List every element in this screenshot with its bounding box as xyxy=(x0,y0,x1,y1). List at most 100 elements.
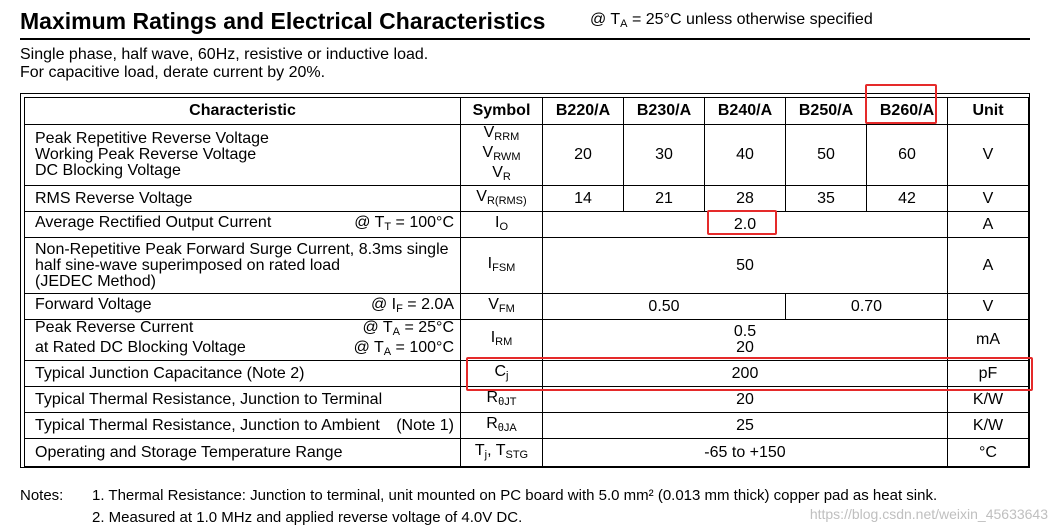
symbol-sub: j xyxy=(484,448,488,461)
row-symbol: Cj xyxy=(460,360,543,387)
header-characteristic: Characteristic xyxy=(24,97,461,125)
value-line: 20 xyxy=(736,339,754,356)
symbol-main: I xyxy=(494,213,500,231)
table-row: Non-Repetitive Peak Forward Surge Curren… xyxy=(24,237,1029,294)
row-unit: K/W xyxy=(947,412,1029,439)
row-symbol: IRM xyxy=(460,319,543,361)
symbol-sub: θJT xyxy=(498,395,517,408)
row-note: (Note 1) xyxy=(396,416,454,434)
row-unit: V xyxy=(947,293,1029,320)
char-line: Working Peak Reverse Voltage xyxy=(35,146,257,163)
cond-sub: A xyxy=(392,326,401,338)
symbol-main: , T xyxy=(487,441,506,459)
symbol-sub: j xyxy=(506,369,509,382)
row-condition: @ IF = 2.0A xyxy=(371,295,454,317)
cond-pre: @ T xyxy=(354,213,385,231)
row-unit: A xyxy=(947,211,1029,238)
highlight-box-current-value xyxy=(707,210,777,235)
row-value: -65 to +150 xyxy=(542,438,948,467)
row-characteristic: Non-Repetitive Peak Forward Surge Curren… xyxy=(24,237,461,294)
header-b240: B240/A xyxy=(704,97,786,125)
notes-label: Notes: xyxy=(20,487,64,504)
value-b220: 14 xyxy=(542,185,624,212)
title-divider xyxy=(20,38,1030,40)
char-line: Peak Repetitive Reverse Voltage xyxy=(35,130,269,147)
symbol-sub: θJA xyxy=(497,421,517,434)
row-characteristic: RMS Reverse Voltage xyxy=(24,185,461,212)
char-line: Typical Thermal Resistance, Junction to … xyxy=(35,416,380,434)
char-line: Peak Reverse Current xyxy=(35,319,194,336)
cond-sub: T xyxy=(384,220,392,233)
symbol-main: I xyxy=(490,329,496,346)
symbol-main: V xyxy=(488,295,499,313)
table-row: RMS Reverse Voltage VR(RMS) 14 21 28 35 … xyxy=(24,185,1029,212)
symbol-line: VR xyxy=(461,165,542,185)
row-unit: V xyxy=(947,124,1029,186)
cond-pre: @ T xyxy=(353,339,384,356)
row-value: 200 xyxy=(542,360,948,387)
table-row: Peak Repetitive Reverse Voltage Working … xyxy=(24,124,1029,186)
row-unit: °C xyxy=(947,438,1029,467)
table-row: Average Rectified Output Current @ TT = 1… xyxy=(24,211,1029,238)
cond-post: = 100°C xyxy=(391,339,454,356)
symbol-sub: STG xyxy=(505,448,529,461)
condition-pre: @ T xyxy=(590,11,621,28)
header-unit: Unit xyxy=(947,97,1029,125)
symbol-sub: R(RMS) xyxy=(486,194,527,207)
symbol-main: V xyxy=(492,164,503,181)
symbol-main: C xyxy=(494,362,507,380)
cond-sub: F xyxy=(396,302,403,315)
table-row: Peak Reverse Current @ T A = 25°C at Rated… xyxy=(24,319,1029,361)
value-b250: 35 xyxy=(785,185,867,212)
value-b250: 50 xyxy=(785,124,867,186)
row-symbol: IO xyxy=(460,211,543,238)
value-b260: 60 xyxy=(866,124,948,186)
row-value: 0.5 20 xyxy=(542,319,948,361)
note-item: 2. Measured at 1.0 MHz and applied rever… xyxy=(92,509,523,526)
symbol-sub: R xyxy=(502,171,511,183)
intro-line: For capacitive load, derate current by 2… xyxy=(20,64,326,81)
table-row: Operating and Storage Temperature Range … xyxy=(24,438,1029,467)
symbol-main: I xyxy=(487,254,493,272)
char-line: at Rated DC Blocking Voltage xyxy=(35,339,246,356)
value-b240: 40 xyxy=(704,124,786,186)
row-symbol: VFM xyxy=(460,293,543,320)
intro-line: Single phase, half wave, 60Hz, resistive… xyxy=(20,46,429,63)
symbol-main: R xyxy=(486,388,499,406)
row-symbol: Tj, TSTG xyxy=(460,438,543,467)
table-row: Typical Thermal Resistance, Junction to … xyxy=(24,412,1029,439)
symbol-main: V xyxy=(476,187,487,205)
intro-text: Single phase, half wave, 60Hz, resistive… xyxy=(20,46,428,82)
header-b220: B220/A xyxy=(542,97,624,125)
title-condition: @ TA = 25°C unless otherwise specified xyxy=(590,11,873,30)
note-item: 1. Thermal Resistance: Junction to termi… xyxy=(92,487,938,504)
row-characteristic: Typical Thermal Resistance, Junction to … xyxy=(24,412,461,439)
char-line: Forward Voltage xyxy=(35,295,152,313)
highlight-box-capacitance-row xyxy=(466,357,1033,391)
symbol-sub: FSM xyxy=(492,261,516,274)
symbol-main: T xyxy=(474,441,485,459)
symbol-sub: RRM xyxy=(494,131,520,143)
symbol-main: V xyxy=(483,124,495,141)
table-header-row: Characteristic Symbol B220/A B230/A B240… xyxy=(24,97,1029,125)
cond-post: = 2.0A xyxy=(402,295,454,313)
value-b230: 30 xyxy=(623,124,705,186)
value-b240: 28 xyxy=(704,185,786,212)
row-characteristic: Forward Voltage @ IF = 2.0A xyxy=(24,293,461,320)
cond-post: = 100°C xyxy=(391,213,454,231)
row-unit: mA xyxy=(947,319,1029,361)
row-characteristic: Average Rectified Output Current @ TT = 1… xyxy=(24,211,461,238)
header-b250: B250/A xyxy=(785,97,867,125)
symbol-main: V xyxy=(482,144,494,161)
char-line: DC Blocking Voltage xyxy=(35,162,181,179)
symbol-sub: RM xyxy=(495,336,513,348)
highlight-box-b260 xyxy=(865,84,937,124)
cond-post: = 25°C xyxy=(400,319,454,336)
title-row: Maximum Ratings and Electrical Character… xyxy=(20,8,1050,42)
symbol-sub: O xyxy=(499,220,508,233)
page-title: Maximum Ratings and Electrical Character… xyxy=(20,8,546,34)
row-condition: @ TA = 100°C xyxy=(354,340,454,360)
table-row: Forward Voltage @ IF = 2.0A VFM 0.50 0.70… xyxy=(24,293,1029,320)
ratings-table: Characteristic Symbol B220/A B230/A B240… xyxy=(24,97,1029,467)
watermark: https://blog.csdn.net/weixin_45633643 xyxy=(809,506,1048,522)
